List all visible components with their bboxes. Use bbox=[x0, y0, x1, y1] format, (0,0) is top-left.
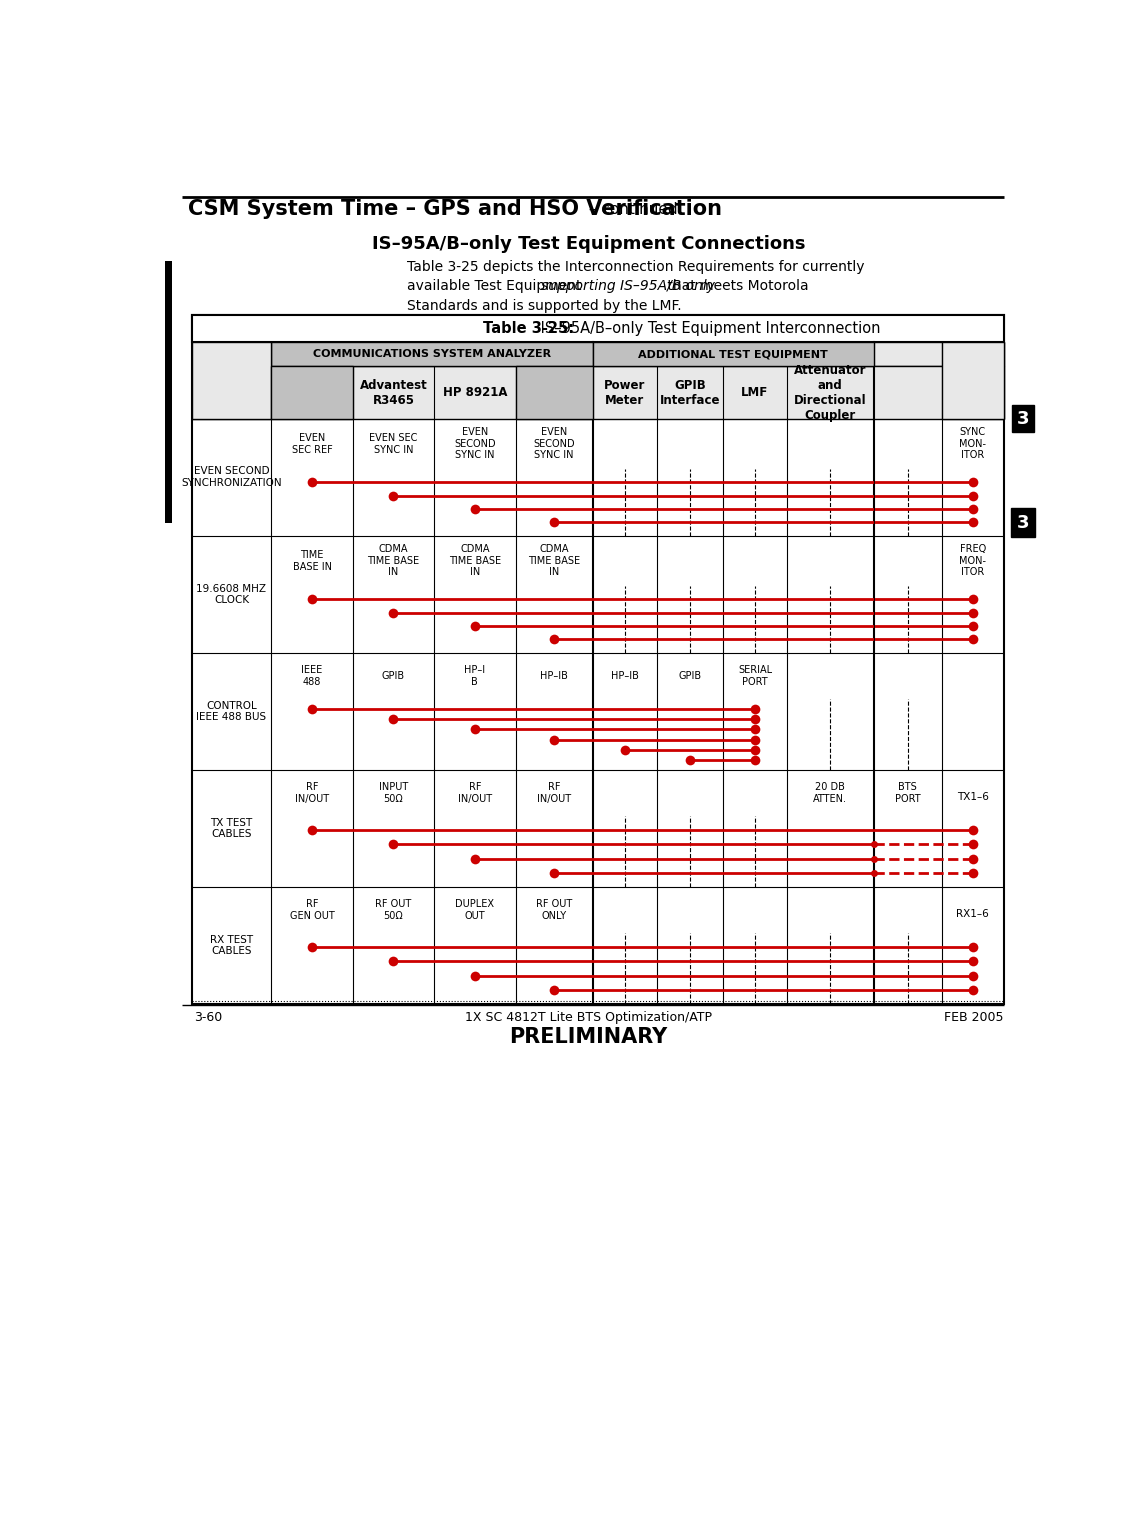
Text: 3-60: 3-60 bbox=[194, 1011, 222, 1025]
Text: EVEN
SEC REF: EVEN SEC REF bbox=[292, 432, 333, 454]
Text: CONTROL
IEEE 488 BUS: CONTROL IEEE 488 BUS bbox=[196, 700, 266, 722]
Text: – continued: – continued bbox=[583, 202, 677, 217]
Text: RF OUT
ONLY: RF OUT ONLY bbox=[536, 899, 573, 920]
Text: RF
IN/OUT: RF IN/OUT bbox=[537, 782, 572, 803]
Text: SYNC
MON-
ITOR: SYNC MON- ITOR bbox=[960, 428, 986, 460]
Text: SIGNAL: SIGNAL bbox=[205, 374, 257, 386]
Text: Cyber–Test: Cyber–Test bbox=[277, 386, 348, 399]
Text: RX1–6: RX1–6 bbox=[956, 910, 990, 919]
Text: HP–I
B: HP–I B bbox=[464, 665, 486, 686]
Bar bbox=[594, 342, 874, 366]
Text: RF
IN/OUT: RF IN/OUT bbox=[295, 782, 329, 803]
Text: Table 3-25:: Table 3-25: bbox=[483, 320, 574, 336]
Text: supporting IS–95A/B only: supporting IS–95A/B only bbox=[541, 279, 715, 294]
Text: BTS: BTS bbox=[960, 374, 986, 386]
Text: Attenuator
and
Directional
Coupler: Attenuator and Directional Coupler bbox=[793, 363, 867, 422]
Text: HP–IB: HP–IB bbox=[611, 671, 638, 680]
Text: IS–95A/B–only Test Equipment Interconnection: IS–95A/B–only Test Equipment Interconnec… bbox=[536, 320, 881, 336]
Text: that meets Motorola: that meets Motorola bbox=[662, 279, 808, 294]
Bar bbox=[192, 366, 1003, 419]
Text: 1X SC 4812T Lite BTS Optimization/ATP: 1X SC 4812T Lite BTS Optimization/ATP bbox=[465, 1011, 712, 1025]
Text: GPIB: GPIB bbox=[678, 671, 701, 680]
Bar bbox=[192, 342, 271, 419]
Text: available Test Equipment: available Test Equipment bbox=[408, 279, 585, 294]
Text: BTS
PORT: BTS PORT bbox=[894, 782, 921, 803]
Text: CDMA
TIME BASE
IN: CDMA TIME BASE IN bbox=[449, 545, 501, 577]
Text: TX TEST
CABLES: TX TEST CABLES bbox=[210, 817, 253, 839]
Text: 3: 3 bbox=[1017, 514, 1030, 531]
Text: LMF: LMF bbox=[742, 386, 769, 399]
Text: CDMA
TIME BASE
IN: CDMA TIME BASE IN bbox=[367, 545, 419, 577]
Text: Advantest
R3465: Advantest R3465 bbox=[359, 379, 427, 406]
Text: IS–95A/B–only Test Equipment Connections: IS–95A/B–only Test Equipment Connections bbox=[372, 235, 805, 252]
Text: HP 8921A: HP 8921A bbox=[443, 386, 507, 399]
Text: PRELIMINARY: PRELIMINARY bbox=[510, 1027, 667, 1047]
Text: ADDITIONAL TEST EQUIPMENT: ADDITIONAL TEST EQUIPMENT bbox=[638, 349, 828, 359]
Text: 20 DB
ATTEN.: 20 DB ATTEN. bbox=[813, 782, 847, 803]
Text: RF
GEN OUT: RF GEN OUT bbox=[289, 899, 334, 920]
Text: RF
IN/OUT: RF IN/OUT bbox=[458, 782, 491, 803]
Text: HP–IB: HP–IB bbox=[541, 671, 568, 680]
Text: FEB 2005: FEB 2005 bbox=[945, 1011, 1003, 1025]
Text: TIME
BASE IN: TIME BASE IN bbox=[293, 549, 332, 571]
Text: 19.6608 MHZ
CLOCK: 19.6608 MHZ CLOCK bbox=[196, 583, 266, 605]
Bar bbox=[515, 366, 594, 419]
Text: RX TEST
CABLES: RX TEST CABLES bbox=[210, 934, 253, 956]
Bar bbox=[165, 362, 172, 523]
Text: SERIAL
PORT: SERIAL PORT bbox=[738, 665, 773, 686]
Bar bbox=[165, 262, 172, 423]
Text: EVEN
SECOND
SYNC IN: EVEN SECOND SYNC IN bbox=[534, 428, 575, 460]
Bar bbox=[192, 342, 1003, 366]
Text: INPUT
50Ω: INPUT 50Ω bbox=[379, 782, 408, 803]
Text: Standards and is supported by the LMF.: Standards and is supported by the LMF. bbox=[408, 299, 682, 312]
Text: TX1–6: TX1–6 bbox=[956, 793, 988, 802]
Text: CDMA
TIME BASE
IN: CDMA TIME BASE IN bbox=[528, 545, 580, 577]
Bar bbox=[192, 315, 1003, 1003]
Text: GPIB
Interface: GPIB Interface bbox=[660, 379, 720, 406]
Text: COMMUNICATIONS SYSTEM ANALYZER: COMMUNICATIONS SYSTEM ANALYZER bbox=[313, 349, 551, 359]
Bar bbox=[271, 342, 594, 366]
Text: Table 3-25 depicts the Interconnection Requirements for currently: Table 3-25 depicts the Interconnection R… bbox=[408, 260, 864, 274]
Text: EVEN SECOND
SYNCHRONIZATION: EVEN SECOND SYNCHRONIZATION bbox=[181, 466, 281, 488]
Text: HP 8921
W/PCS: HP 8921 W/PCS bbox=[527, 379, 582, 406]
Text: FREQ
MON-
ITOR: FREQ MON- ITOR bbox=[960, 545, 986, 577]
Bar bbox=[192, 315, 1003, 342]
Text: DUPLEX
OUT: DUPLEX OUT bbox=[456, 899, 495, 920]
Text: RF OUT
50Ω: RF OUT 50Ω bbox=[375, 899, 412, 920]
Text: CSM System Time – GPS and HSO Verification: CSM System Time – GPS and HSO Verificati… bbox=[188, 200, 722, 220]
Bar bbox=[941, 342, 1003, 419]
Text: EVEN SEC
SYNC IN: EVEN SEC SYNC IN bbox=[370, 432, 418, 454]
Text: 3: 3 bbox=[1017, 409, 1030, 428]
Text: IEEE
488: IEEE 488 bbox=[302, 665, 323, 686]
Text: Power
Meter: Power Meter bbox=[604, 379, 645, 406]
Bar bbox=[271, 366, 352, 419]
Text: GPIB: GPIB bbox=[382, 671, 405, 680]
Text: EVEN
SECOND
SYNC IN: EVEN SECOND SYNC IN bbox=[453, 428, 496, 460]
